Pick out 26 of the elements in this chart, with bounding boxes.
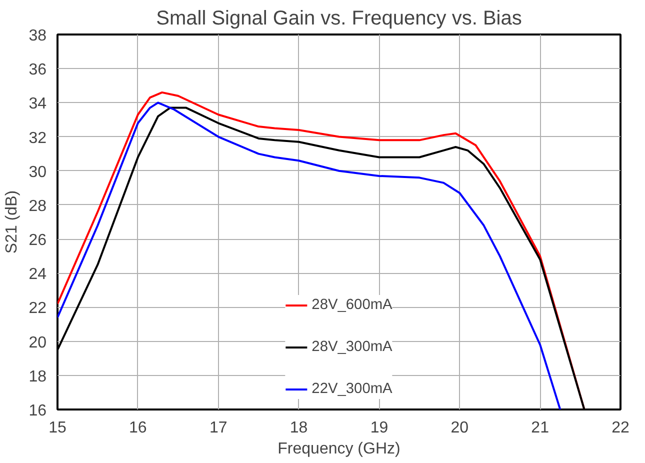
y-tick-label: 18: [28, 368, 47, 386]
x-tick-label: 15: [48, 420, 66, 436]
y-axis-title: S21 (dB): [4, 190, 21, 254]
y-tick-label: 20: [28, 334, 47, 352]
x-tick-label: 19: [370, 420, 388, 436]
x-tick-label: 17: [209, 420, 228, 436]
y-tick-label: 24: [28, 266, 47, 284]
legend-label: 22V_300mA: [312, 381, 392, 397]
y-tick-label: 32: [28, 130, 47, 147]
x-tick-label: 16: [129, 420, 147, 436]
x-tick-label: 22: [612, 420, 630, 436]
y-tick-label: 26: [28, 232, 47, 250]
x-tick-label: 18: [290, 420, 308, 436]
y-tick-label: 22: [28, 300, 47, 318]
x-axis-title: Frequency (GHz): [278, 440, 400, 458]
x-tick-label: 20: [450, 420, 469, 436]
x-tick-label: 21: [531, 420, 550, 436]
y-tick-label: 30: [28, 164, 47, 181]
legend-label: 28V_600mA: [312, 297, 392, 313]
y-tick-label: 34: [28, 96, 47, 113]
y-tick-label: 38: [28, 28, 47, 44]
y-tick-label: 36: [28, 62, 47, 79]
chart-title: Small Signal Gain vs. Frequency vs. Bias: [156, 8, 522, 30]
legend-label: 28V_300mA: [312, 339, 392, 355]
y-tick-label: 28: [28, 198, 47, 215]
y-tick-label: 16: [28, 402, 47, 420]
